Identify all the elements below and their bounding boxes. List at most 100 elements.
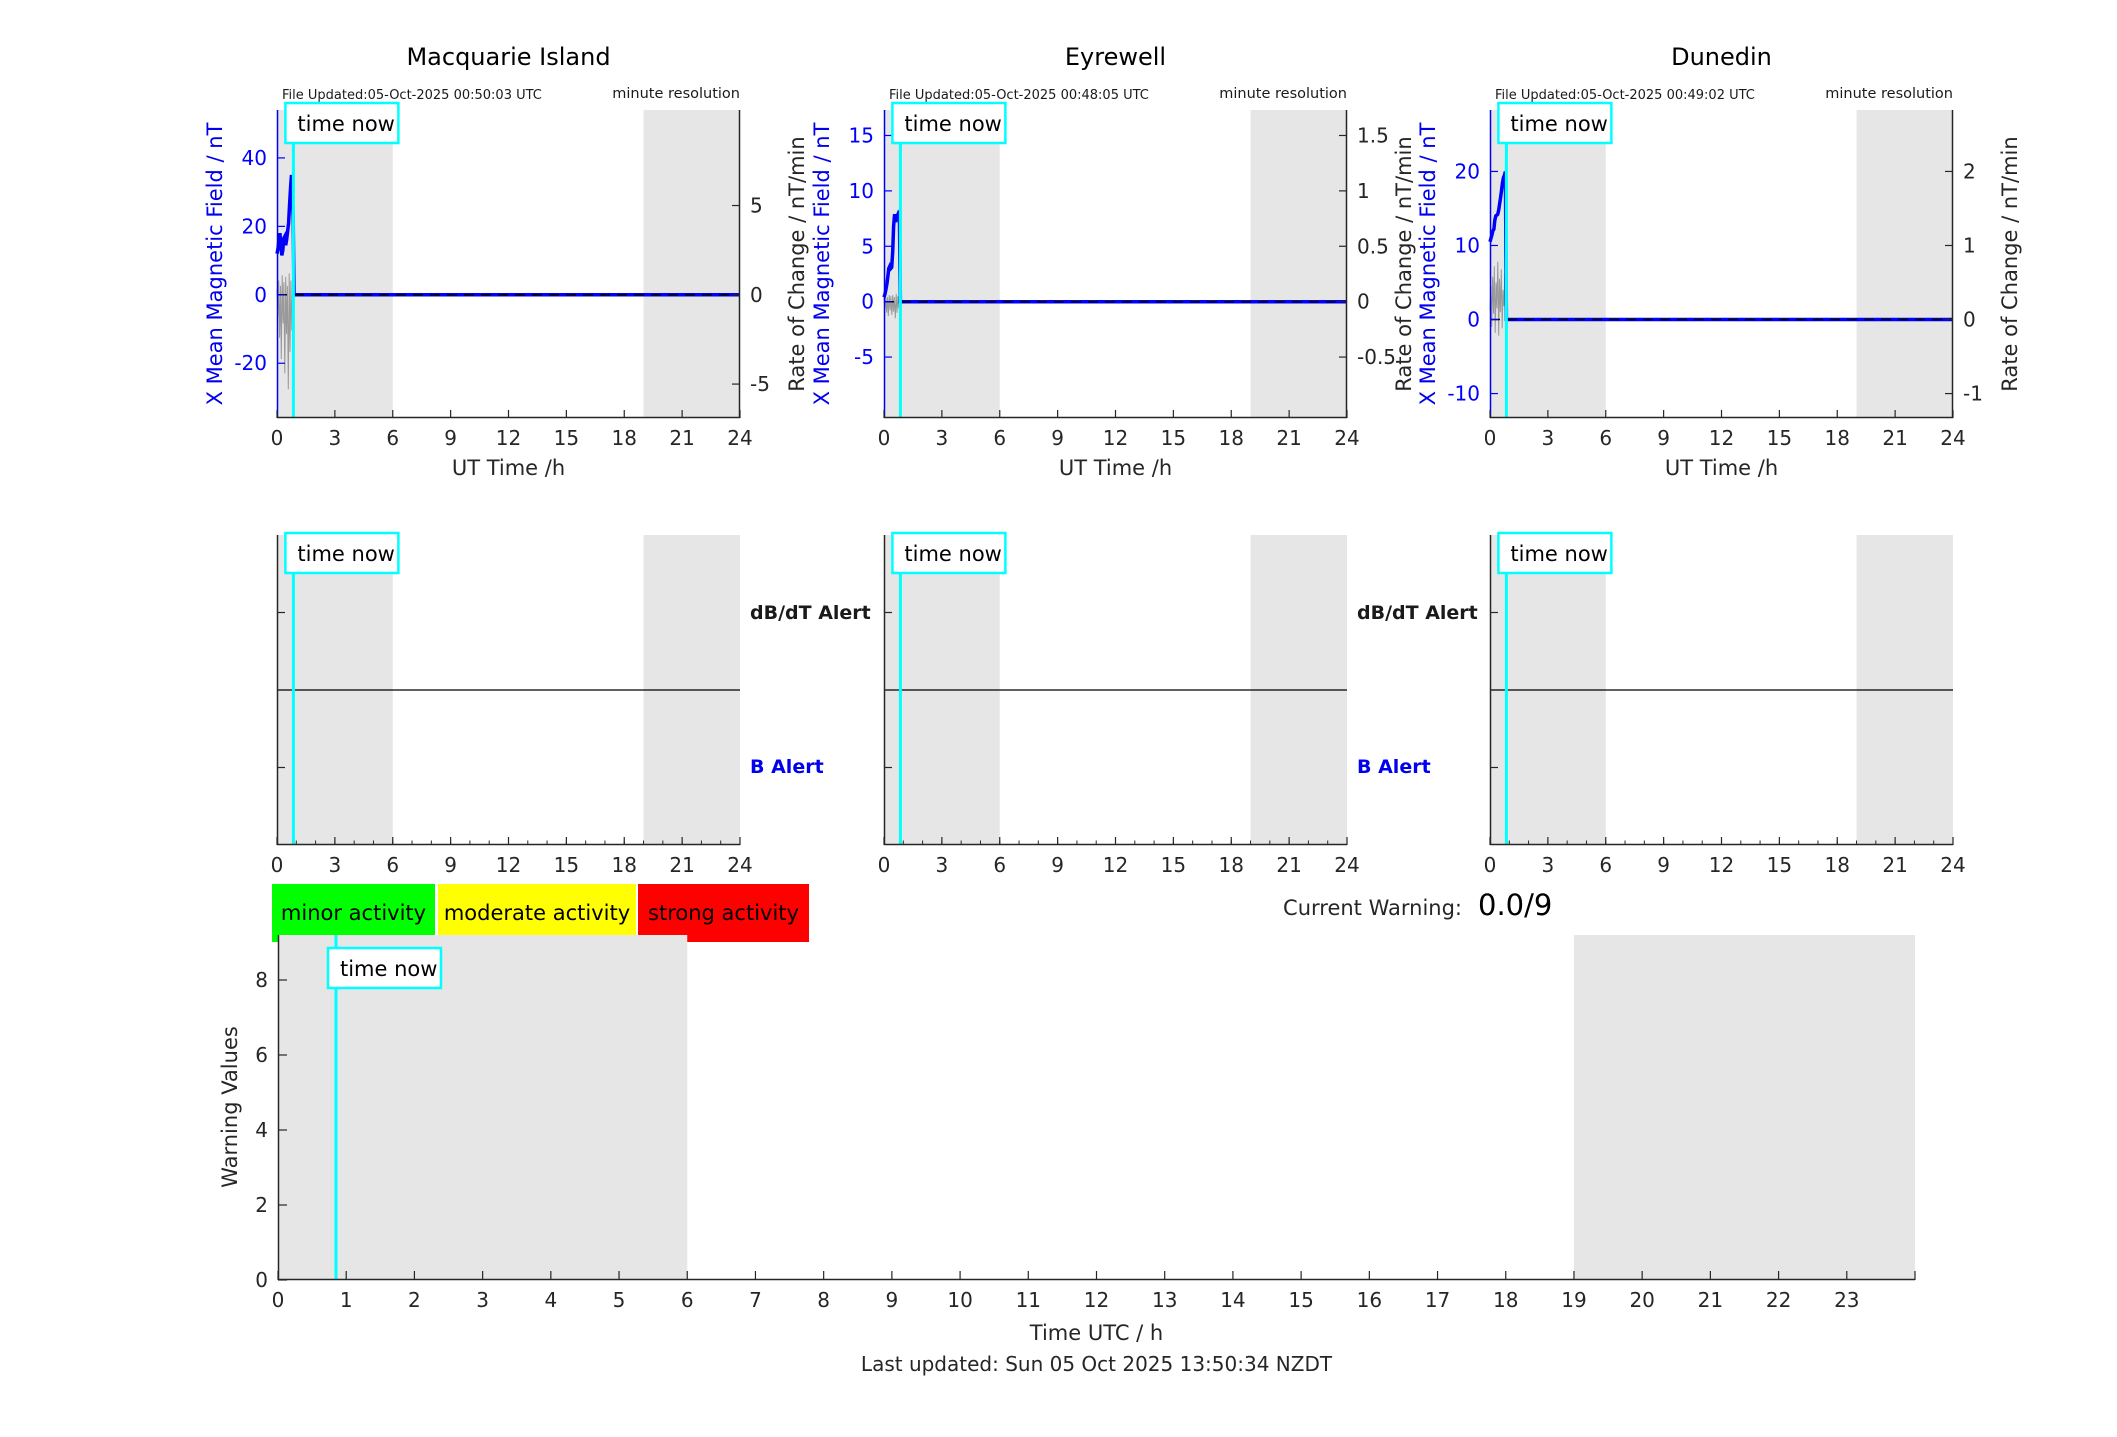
y-tick-label-right: 5 <box>750 194 763 218</box>
legend-strong-activity-label: strong activity <box>648 901 799 925</box>
x-tick-label: 18 <box>1219 426 1244 450</box>
time-now-box <box>1497 531 1613 575</box>
x-tick-label: 13 <box>1152 1288 1177 1312</box>
x-tick-label: 12 <box>496 426 521 450</box>
legend-moderate-activity-label: moderate activity <box>443 901 631 925</box>
x-tick-label: 22 <box>1766 1288 1791 1312</box>
y-tick-label-left: 10 <box>1455 233 1480 257</box>
x-tick-label: 18 <box>612 853 637 877</box>
x-tick-label: 24 <box>1334 426 1359 450</box>
y-tick-label-right: 1 <box>1963 233 1976 257</box>
x-tick-label: 0 <box>1484 426 1497 450</box>
x-axis-label-dunedin: UT Time /h <box>1664 456 1779 480</box>
x-tick-label: 15 <box>1161 426 1186 450</box>
x-tick-label: 24 <box>1940 426 1965 450</box>
current-warning-value: 0.0/9 <box>1478 888 1553 922</box>
y-tick-label-left: 20 <box>242 214 267 238</box>
x-tick-label: 6 <box>386 426 399 450</box>
shaded-band <box>1490 110 1606 418</box>
x-tick-label: 9 <box>1051 426 1064 450</box>
x-tick-label: 9 <box>444 426 457 450</box>
x-tick-label: 6 <box>993 426 1006 450</box>
x-tick-label: 11 <box>1016 1288 1041 1312</box>
series-rate-of-change <box>276 273 295 390</box>
x-tick-label: 9 <box>1657 426 1670 450</box>
time-now-label: time now <box>297 112 394 136</box>
legend-minor-activity: minor activity <box>272 884 435 942</box>
x-tick-label: 9 <box>886 1288 899 1312</box>
x-tick-label: 0 <box>878 853 891 877</box>
x-tick-label: 12 <box>1709 426 1734 450</box>
x-tick-label: 14 <box>1220 1288 1245 1312</box>
y-tick-label-left: -5 <box>854 345 874 369</box>
x-tick-label: 21 <box>669 853 694 877</box>
y-axis-label-right-dunedin: Rate of Change / nT/min <box>1998 136 2022 392</box>
shaded-band <box>1573 935 1915 1280</box>
x-tick-label: 24 <box>1334 853 1359 877</box>
y-tick-label-left: -10 <box>1447 382 1480 406</box>
legend-moderate-activity: moderate activity <box>438 884 636 942</box>
warning-values-axis-label: Warning Values <box>218 1026 242 1188</box>
y-tick-label-left: 2 <box>255 1193 268 1217</box>
x-tick-label: 21 <box>669 426 694 450</box>
y-tick-label-left: 10 <box>849 179 874 203</box>
series-x-mean-field <box>882 209 1347 304</box>
y-tick-label-left: 4 <box>255 1118 268 1142</box>
y-tick-label-left: 6 <box>255 1043 268 1067</box>
x-tick-label: 6 <box>681 1288 694 1312</box>
x-tick-label: 15 <box>554 853 579 877</box>
x-tick-label: 6 <box>1599 426 1612 450</box>
resolution-label-macquarie-island: minute resolution <box>612 86 740 102</box>
time-now-box <box>284 101 400 145</box>
y-tick-label-right: -1 <box>1963 382 1983 406</box>
x-tick-label: 3 <box>476 1288 489 1312</box>
time-now-label: time now <box>1510 112 1607 136</box>
x-tick-label: 24 <box>727 426 752 450</box>
time-now-box <box>326 946 443 990</box>
time-now-label: time now <box>904 542 1001 566</box>
x-tick-label: 6 <box>386 853 399 877</box>
x-tick-label: 19 <box>1561 1288 1586 1312</box>
alert-timeline-dunedin: 0 3 6 9 12 15 18 21 24 time now <box>1484 531 1966 877</box>
y-tick-label-right: -5 <box>750 372 770 396</box>
series-x-mean-field <box>1488 171 1953 322</box>
y-tick-label-left: 40 <box>242 146 267 170</box>
x-tick-label: 18 <box>1825 853 1850 877</box>
x-tick-label: 3 <box>329 853 342 877</box>
x-tick-label: 3 <box>1542 426 1555 450</box>
x-tick-label: 9 <box>1657 853 1670 877</box>
y-tick-label-right: 1.5 <box>1357 123 1389 147</box>
field-chart-eyrewell: 0 3 6 9 12 15 18 21 24 -5 0 5 10 15 -0.5 0 0.5 1 1.5 time n… <box>849 101 1396 450</box>
legend-strong-activity: strong activity <box>638 884 809 942</box>
x-tick-label: 16 <box>1357 1288 1382 1312</box>
y-tick-label-left: 0 <box>1467 308 1480 332</box>
b-alert-label-macquarie-island: B Alert <box>750 756 824 778</box>
time-now-box <box>1497 101 1613 145</box>
time-now-box <box>891 101 1007 145</box>
x-tick-label: 0 <box>271 853 284 877</box>
x-tick-label: 20 <box>1629 1288 1654 1312</box>
x-tick-label: 21 <box>1276 426 1301 450</box>
x-tick-label: 15 <box>1288 1288 1313 1312</box>
time-now-box <box>284 531 400 575</box>
x-axis-label-eyrewell: UT Time /h <box>1058 456 1173 480</box>
alert-timeline-eyrewell: 0 3 6 9 12 15 18 21 24 time now <box>878 531 1360 877</box>
x-tick-label: 21 <box>1882 426 1907 450</box>
alert-timeline-macquarie-island: 0 3 6 9 12 15 18 21 24 time now <box>271 531 753 877</box>
shaded-band <box>884 110 1000 418</box>
x-tick-label: 10 <box>947 1288 972 1312</box>
x-tick-label: 12 <box>1709 853 1734 877</box>
last-updated-text: Last updated: Sun 05 Oct 2025 13:50:34 N… <box>860 1352 1333 1376</box>
db-dt-alert-label-eyrewell: dB/dT Alert <box>1357 602 1478 624</box>
file-updated-eyrewell: File Updated:05-Oct-2025 00:48:05 UTC <box>889 88 1149 103</box>
x-tick-label: 0 <box>271 426 284 450</box>
station-title-eyrewell: Eyrewell <box>1064 43 1167 71</box>
x-tick-label: 18 <box>1219 853 1244 877</box>
x-tick-label: 23 <box>1834 1288 1859 1312</box>
x-tick-label: 21 <box>1276 853 1301 877</box>
time-utc-axis-label: Time UTC / h <box>1029 1321 1164 1345</box>
x-tick-label: 18 <box>612 426 637 450</box>
y-axis-label-left-eyrewell: X Mean Magnetic Field / nT <box>810 122 834 406</box>
y-tick-label-left: 15 <box>849 123 874 147</box>
